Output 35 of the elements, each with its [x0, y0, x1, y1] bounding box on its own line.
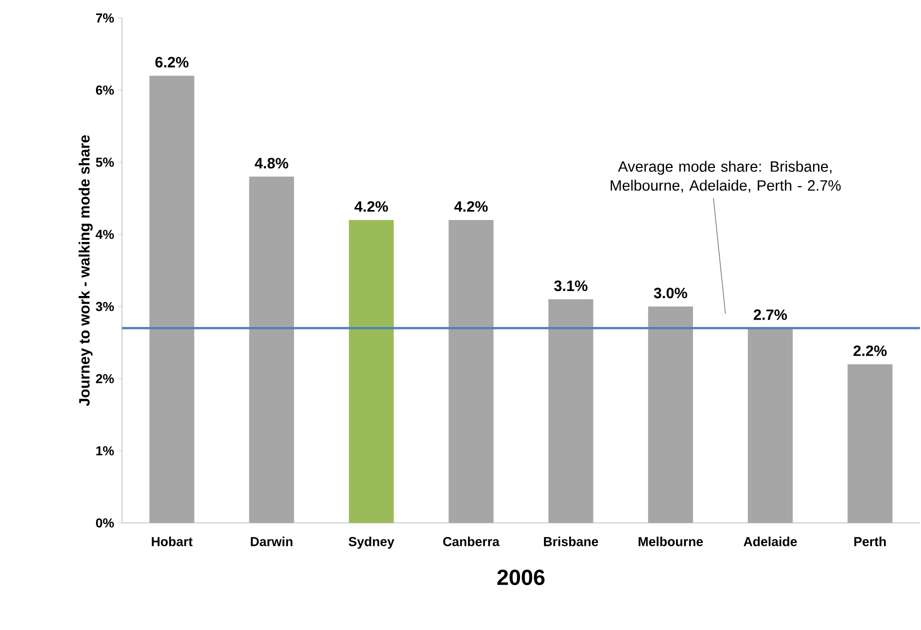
y-tick-label: 1%: [96, 446, 114, 456]
x-tick-label: Canberra: [443, 536, 500, 546]
bar: [149, 76, 194, 523]
data-label: 4.2%: [354, 201, 388, 212]
data-label: 4.8%: [254, 158, 288, 169]
x-tick-label: Brisbane: [544, 536, 598, 546]
data-label: 4.2%: [454, 201, 488, 212]
bar: [648, 306, 693, 523]
y-tick-label: 2%: [96, 374, 114, 384]
data-label: 3.1%: [554, 280, 588, 292]
annotation: Average mode share: Brisbane, Melbourne, Adelaide, Perth - 2.7%: [610, 160, 841, 193]
data-label: 2.2%: [854, 346, 887, 356]
x-tick-label: Sydney: [348, 536, 394, 549]
x-tick-label: Darwin: [250, 536, 292, 546]
y-tick-label: 0%: [96, 518, 114, 528]
bar: [249, 176, 294, 523]
x-tick-label: Adelaide: [744, 536, 797, 546]
bar: [748, 328, 793, 523]
y-tick-label: 3%: [96, 302, 114, 312]
data-label: 3.0%: [654, 288, 688, 298]
bar: [848, 364, 892, 523]
y-tick-label: 4%: [96, 230, 114, 239]
bar: [448, 220, 494, 523]
y-tick-label: 7%: [96, 13, 114, 23]
y-tick-label: 6%: [96, 86, 114, 95]
bar: [348, 220, 394, 523]
data-label: 2.7%: [754, 309, 787, 320]
y-axis-title: Journey to work - walking mode share: [78, 135, 93, 406]
x-tick-label: Melbourne: [638, 536, 703, 546]
x-tick-label: Perth: [854, 536, 886, 546]
x-tick-label: Hobart: [152, 536, 193, 546]
y-tick-label: 5%: [96, 158, 114, 167]
x-axis-title: 2006: [497, 570, 545, 586]
data-label: 6.2%: [155, 56, 188, 68]
bar: [548, 299, 594, 523]
